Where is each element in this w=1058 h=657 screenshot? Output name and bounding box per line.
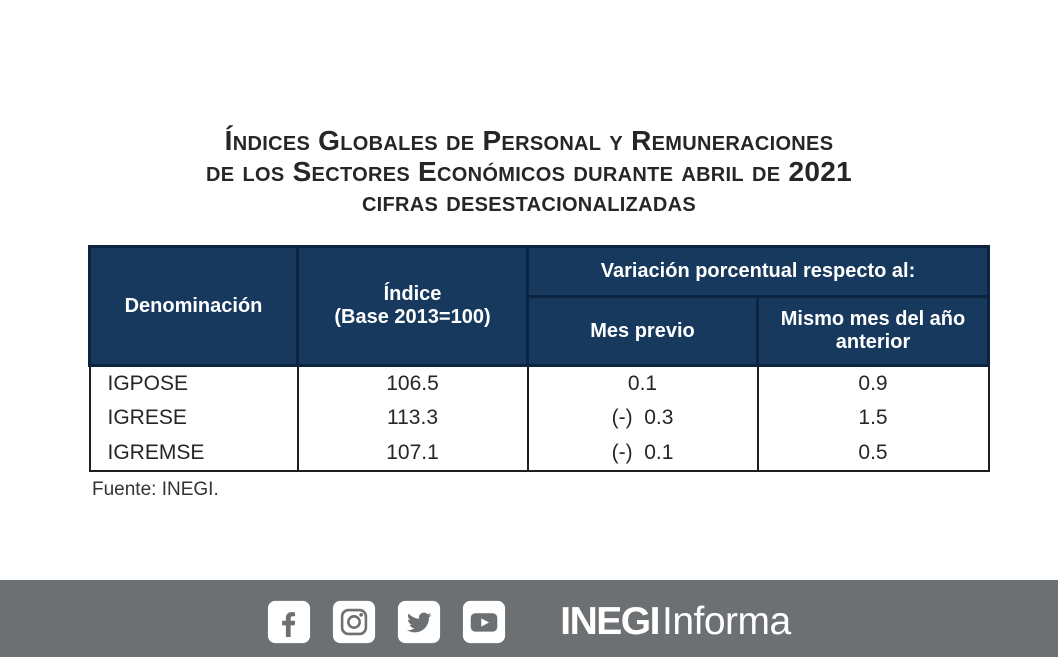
row-name: IGPOSE (88, 365, 299, 401)
facebook-icon[interactable] (267, 600, 311, 644)
informa-logo-text: Informa (661, 600, 791, 643)
table-row-igpose: IGPOSE 106.5 0.1 0.9 (88, 365, 990, 401)
title-line-3: cifras desestacionalizadas (361, 186, 697, 217)
indice-label: Índice (383, 283, 442, 305)
row-name: IGRESE (88, 400, 299, 436)
title-line-2: de los Sectores Económicos durante abril… (206, 155, 852, 187)
row-yoy-value: 1.5 (756, 400, 990, 436)
instagram-icon[interactable] (332, 600, 376, 644)
col-header-variacion: Variación porcentual respecto al: (526, 245, 990, 298)
col-header-indice: Índice (Base 2013=100) (296, 245, 529, 367)
twitter-icon[interactable] (397, 600, 441, 644)
row-name: IGREMSE (88, 435, 299, 472)
table-row-igrese: IGRESE 113.3 (-) 0.3 1.5 (88, 400, 990, 436)
indices-table: Denominación Índice (Base 2013=100) Vari… (88, 245, 990, 472)
source-note: Fuente: INEGI. (92, 479, 219, 500)
row-mom-value: (-) 0.1 (526, 435, 759, 472)
row-yoy-value: 0.9 (756, 365, 990, 401)
row-mom-value: 0.1 (526, 365, 759, 401)
page-title: Índices Globales de Personal y Remunerac… (0, 125, 1058, 218)
col-header-mes-previo: Mes previo (526, 295, 759, 367)
inegi-informa-logo: INEGI Informa (560, 600, 791, 643)
footer-social-bar: INEGI Informa (0, 580, 1058, 657)
indice-base-label: (Base 2013=100) (334, 306, 491, 328)
row-index-value: 106.5 (296, 365, 529, 401)
row-index-value: 113.3 (296, 400, 529, 436)
col-header-mismo-mes: Mismo mes del año anterior (756, 295, 990, 367)
row-yoy-value: 0.5 (756, 435, 990, 472)
inegi-logo-text: INEGI (560, 600, 660, 643)
row-index-value: 107.1 (296, 435, 529, 472)
youtube-icon[interactable] (462, 600, 506, 644)
title-line-1: Índices Globales de Personal y Remunerac… (224, 125, 834, 156)
table-row-igremse: IGREMSE 107.1 (-) 0.1 0.5 (88, 435, 990, 472)
col-header-denominacion: Denominación (88, 245, 299, 367)
row-mom-value: (-) 0.3 (526, 400, 759, 436)
